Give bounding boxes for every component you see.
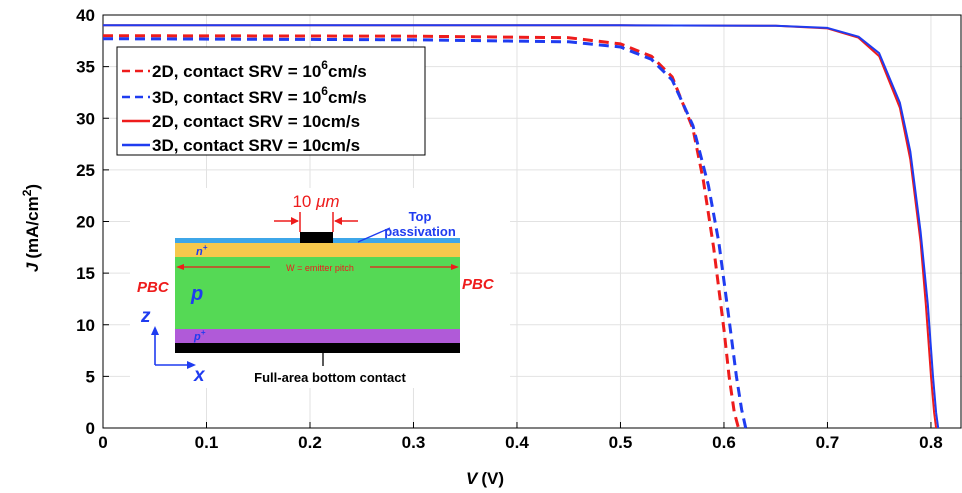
legend-entry-3: 2D, contact SRV = 10cm/s (122, 112, 360, 131)
coord-x-arrowhead (187, 361, 196, 369)
x-tick-label: 0 (98, 433, 107, 452)
coord-x-label: x (193, 365, 206, 386)
pitch-arrowhead-left (176, 264, 184, 270)
y-axis-label: J(mA/cm2) (20, 184, 42, 272)
top-passivation-label-2: passivation (384, 224, 456, 239)
x-tick-label: 0.7 (816, 433, 840, 452)
series-line-1 (102, 34, 740, 429)
passivation-pointer (357, 227, 391, 243)
y-tick-label: 15 (76, 264, 95, 283)
y-tick-label: 5 (86, 367, 95, 386)
pitch-label: W = emitter pitch (286, 263, 354, 273)
layer-p-plus (175, 329, 460, 343)
layer-n-plus (175, 243, 460, 257)
series-line-4 (103, 24, 940, 429)
y-tick-label: 30 (76, 109, 95, 128)
y-tick-label: 0 (86, 419, 95, 438)
legend-label-1: 2D, contact SRV = 106cm/s (152, 58, 367, 81)
x-tick-label: 0.8 (919, 433, 943, 452)
x-tick-label: 0.3 (402, 433, 426, 452)
y-tick-label: 25 (76, 161, 95, 180)
y-tick-label: 20 (76, 213, 95, 232)
p-plus-label: p+ (193, 328, 206, 343)
y-tick-label: 40 (76, 6, 95, 25)
legend: 2D, contact SRV = 106cm/s 3D, contact SR… (116, 46, 426, 156)
x-tick-label: 0.6 (712, 433, 736, 452)
x-tick-label: 0.5 (609, 433, 633, 452)
dim-arrowhead-right (334, 217, 342, 225)
dim-arrowhead-left (291, 217, 299, 225)
bottom-contact (175, 343, 460, 353)
pbc-right-label: PBC (462, 276, 495, 293)
legend-label-3: 2D, contact SRV = 10cm/s (152, 112, 360, 131)
pbc-left-label: PBC (137, 279, 170, 296)
bottom-contact-label: Full-area bottom contact (254, 370, 406, 385)
pitch-label-bg (270, 261, 370, 273)
n-plus-label: n+ (196, 243, 208, 258)
top-passivation-label-1: Top (409, 209, 432, 224)
legend-entry-2: 3D, contact SRV = 106cm/s (122, 84, 367, 107)
legend-entry-1: 2D, contact SRV = 106cm/s (122, 58, 367, 81)
x-axis-label: V (V) (466, 469, 504, 488)
top-contact (300, 232, 333, 243)
p-region-label: p (190, 283, 203, 305)
y-tick-label: 10 (76, 316, 95, 335)
legend-box (116, 46, 426, 156)
x-tick-label: 0.2 (298, 433, 322, 452)
x-tick-label: 0.4 (505, 433, 529, 452)
series-lines (102, 24, 940, 429)
legend-label-4: 3D, contact SRV = 10cm/s (152, 136, 360, 155)
x-tick-label: 0.1 (195, 433, 219, 452)
width-label: 10 μm (292, 192, 339, 211)
coord-z-label: z (140, 306, 151, 327)
legend-entry-4: 3D, contact SRV = 10cm/s (122, 136, 360, 155)
legend-label-2: 3D, contact SRV = 106cm/s (152, 84, 367, 107)
series-line-2 (102, 37, 748, 429)
device-schematic-inset: 10 μm Top passivation n+ p p+ W = emitte… (130, 188, 510, 388)
pitch-arrowhead-right (451, 264, 459, 270)
y-tick-label: 35 (76, 58, 95, 77)
coord-z-arrowhead (151, 326, 159, 335)
axis-ticks: 0 0.1 0.2 0.3 0.4 0.5 0.6 0.7 0.8 0 5 10 15 20 25 30 35 4… (76, 6, 943, 452)
